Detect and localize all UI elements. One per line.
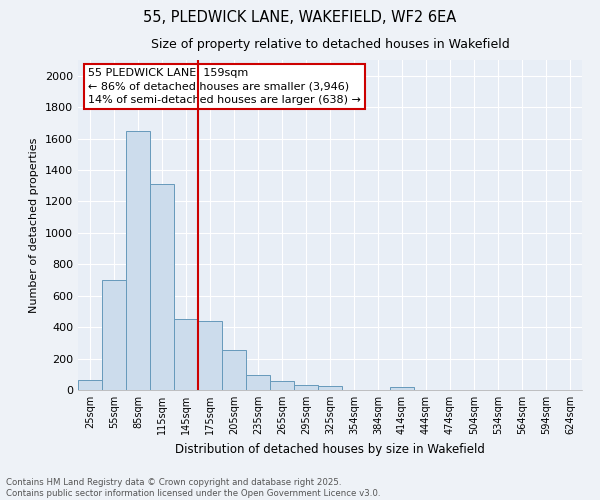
Text: Contains HM Land Registry data © Crown copyright and database right 2025.
Contai: Contains HM Land Registry data © Crown c… xyxy=(6,478,380,498)
Bar xyxy=(270,382,294,390)
Bar xyxy=(126,130,150,390)
Text: 55 PLEDWICK LANE: 159sqm
← 86% of detached houses are smaller (3,946)
14% of sem: 55 PLEDWICK LANE: 159sqm ← 86% of detach… xyxy=(88,68,361,104)
Bar xyxy=(318,386,342,390)
Bar xyxy=(246,375,270,390)
Bar xyxy=(174,320,198,390)
Bar xyxy=(150,184,174,390)
Bar xyxy=(222,350,246,390)
X-axis label: Distribution of detached houses by size in Wakefield: Distribution of detached houses by size … xyxy=(175,442,485,456)
Bar xyxy=(390,387,414,390)
Title: Size of property relative to detached houses in Wakefield: Size of property relative to detached ho… xyxy=(151,38,509,51)
Text: 55, PLEDWICK LANE, WAKEFIELD, WF2 6EA: 55, PLEDWICK LANE, WAKEFIELD, WF2 6EA xyxy=(143,10,457,25)
Bar xyxy=(78,380,102,390)
Bar xyxy=(294,384,318,390)
Y-axis label: Number of detached properties: Number of detached properties xyxy=(29,138,40,312)
Bar xyxy=(102,280,126,390)
Bar xyxy=(198,321,222,390)
